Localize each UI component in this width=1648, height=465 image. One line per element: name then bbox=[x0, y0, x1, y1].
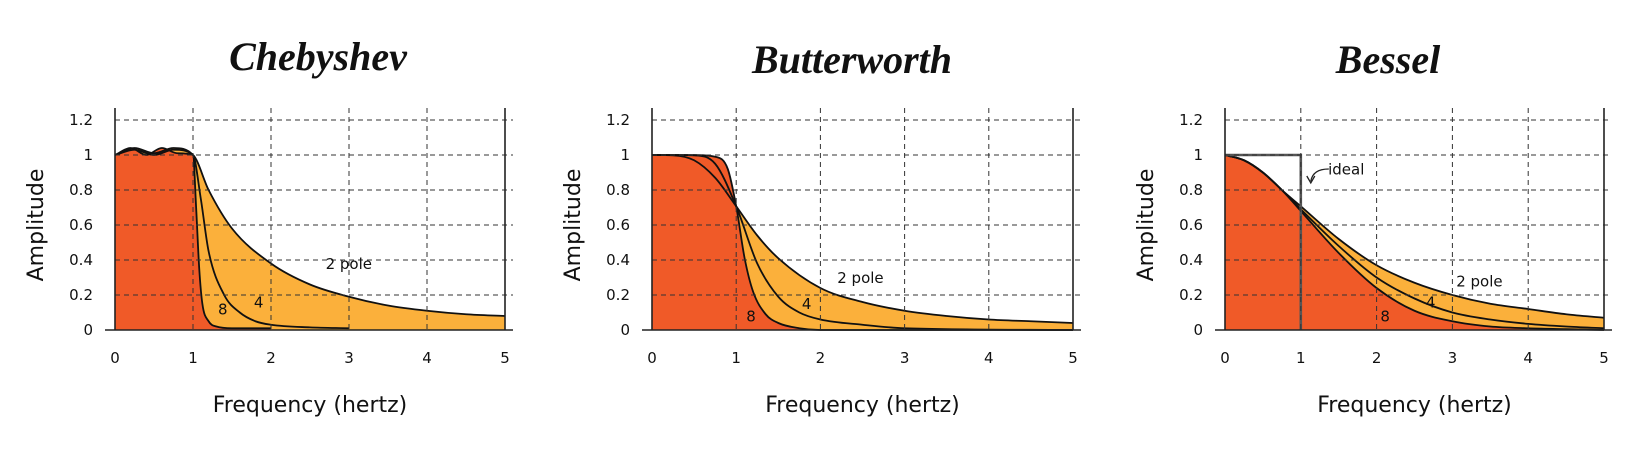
x-axis-label: Frequency (hertz) bbox=[1317, 393, 1512, 418]
x-tick-label: 3 bbox=[1448, 349, 1458, 367]
chart-1: Chebyshev 0 1 2 3 4 5 0 0.2 0.4 0.6 0.8 1 1.2 Frequenc… bbox=[24, 34, 513, 418]
series-annotation: 2 pole bbox=[326, 255, 372, 273]
y-tick-label: 1.2 bbox=[1179, 111, 1203, 129]
x-tick-label: 0 bbox=[110, 349, 120, 367]
y-tick-label: 0.8 bbox=[69, 181, 93, 199]
y-tick-label: 0.6 bbox=[606, 216, 630, 234]
series-annotation: 2 pole bbox=[837, 269, 883, 287]
series-annotation: 8 bbox=[218, 300, 228, 318]
x-tick-label: 3 bbox=[900, 349, 910, 367]
y-tick-label: 0.4 bbox=[606, 251, 630, 269]
series-annotation: 2 pole bbox=[1456, 272, 1502, 290]
x-axis-label: Frequency (hertz) bbox=[765, 393, 960, 418]
grid bbox=[115, 108, 513, 330]
x-tick-label: 4 bbox=[422, 349, 432, 367]
y-tick-label: 0.4 bbox=[1179, 251, 1203, 269]
chart-2: Butterworth 0 1 2 3 4 5 0 0.2 0.4 0.6 0.8 1 1.2 Freque… bbox=[561, 37, 1081, 418]
x-tick-label: 4 bbox=[1523, 349, 1533, 367]
x-tick-label: 1 bbox=[1296, 349, 1306, 367]
grid bbox=[1225, 108, 1612, 330]
y-tick-label: 1.2 bbox=[69, 111, 93, 129]
y-tick-label: 0.8 bbox=[606, 181, 630, 199]
y-tick-label: 0.2 bbox=[69, 286, 93, 304]
y-tick-label: 0.4 bbox=[69, 251, 93, 269]
grid bbox=[652, 108, 1081, 330]
series-area-8 bbox=[652, 155, 1073, 330]
y-axis-label: Amplitude bbox=[561, 169, 586, 282]
x-tick-label: 3 bbox=[344, 349, 354, 367]
y-tick-label: 0.8 bbox=[1179, 181, 1203, 199]
series-annotation: 8 bbox=[746, 307, 756, 325]
x-tick-label: 1 bbox=[731, 349, 741, 367]
plot-area bbox=[114, 147, 506, 330]
x-tick-label: 4 bbox=[984, 349, 994, 367]
y-tick-label: 0.2 bbox=[606, 286, 630, 304]
chart-title: Chebyshev bbox=[229, 34, 408, 79]
x-tick-label: 2 bbox=[816, 349, 826, 367]
x-tick-label: 2 bbox=[266, 349, 276, 367]
plot-area bbox=[651, 154, 1074, 331]
chart-title: Bessel bbox=[1335, 37, 1441, 82]
plot-area bbox=[1224, 153, 1605, 331]
y-tick-label: 1 bbox=[620, 146, 630, 164]
y-tick-label: 1.2 bbox=[606, 111, 630, 129]
x-tick-label: 5 bbox=[500, 349, 510, 367]
y-axis-label: Amplitude bbox=[1134, 169, 1159, 282]
y-tick-label: 1 bbox=[1193, 146, 1203, 164]
series-line-2-pole bbox=[651, 154, 1074, 324]
ideal-arrow bbox=[1310, 168, 1329, 182]
y-tick-label: 0 bbox=[1193, 321, 1203, 339]
y-tick-label: 0.2 bbox=[1179, 286, 1203, 304]
series-annotation: ideal bbox=[1328, 160, 1364, 178]
series-annotation: 8 bbox=[1380, 307, 1390, 325]
series-annotation: 4 bbox=[254, 293, 264, 311]
x-tick-label: 5 bbox=[1599, 349, 1609, 367]
chart-title: Butterworth bbox=[751, 37, 952, 82]
series-area-4 bbox=[652, 155, 1073, 330]
x-tick-label: 0 bbox=[647, 349, 657, 367]
series-annotation: 4 bbox=[1426, 293, 1436, 311]
y-tick-label: 0 bbox=[83, 321, 93, 339]
chart-3: Bessel 0 1 2 3 4 5 0 0.2 0.4 0.6 0.8 1 1.2 Frequency (… bbox=[1134, 37, 1612, 418]
series-area-8 bbox=[1225, 155, 1604, 330]
x-tick-label: 0 bbox=[1220, 349, 1230, 367]
y-axis-label: Amplitude bbox=[24, 169, 49, 282]
x-tick-label: 2 bbox=[1372, 349, 1382, 367]
y-tick-label: 0 bbox=[620, 321, 630, 339]
x-axis-label: Frequency (hertz) bbox=[213, 393, 408, 418]
y-tick-label: 1 bbox=[83, 146, 93, 164]
y-tick-label: 0.6 bbox=[1179, 216, 1203, 234]
ideal-arrow-head bbox=[1306, 175, 1316, 185]
series-annotation: 4 bbox=[802, 295, 812, 313]
x-tick-label: 1 bbox=[188, 349, 198, 367]
x-tick-label: 5 bbox=[1068, 349, 1078, 367]
y-tick-label: 0.6 bbox=[69, 216, 93, 234]
